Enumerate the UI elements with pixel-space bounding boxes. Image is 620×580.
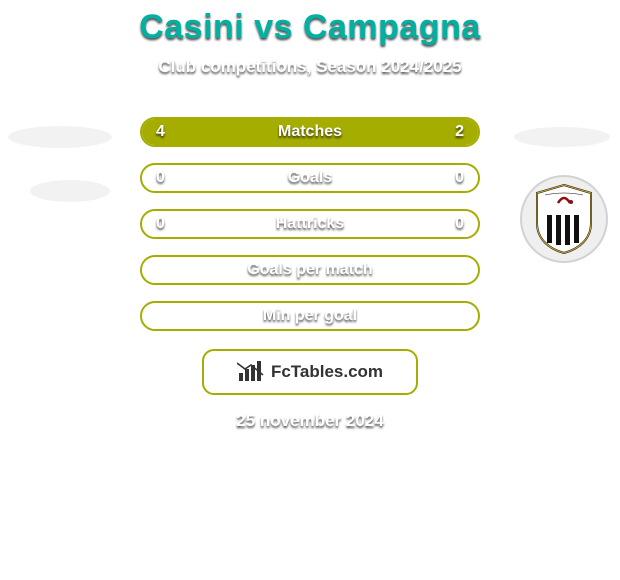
stat-value-left: 4 — [156, 119, 165, 145]
subtitle: Club competitions, Season 2024/2025 — [0, 57, 620, 77]
stat-label: Hattricks — [142, 211, 478, 237]
stat-label: Goals — [142, 165, 478, 191]
page-title: Casini vs Campagna — [0, 8, 620, 47]
bar-chart-icon — [237, 361, 265, 383]
stat-value-right: 0 — [455, 211, 464, 237]
stat-label: Min per goal — [142, 303, 478, 329]
stat-value-right: 0 — [455, 165, 464, 191]
date-label: 25 november 2024 — [0, 411, 620, 431]
stat-row: Goals per match — [140, 255, 480, 285]
comparison-card: Casini vs Campagna Club competitions, Se… — [0, 0, 620, 580]
club-left-placeholder — [30, 180, 110, 202]
stat-row: Min per goal — [140, 301, 480, 331]
shield-icon — [533, 183, 595, 255]
stat-row: Hattricks0 0 — [140, 209, 480, 239]
player-left-placeholder — [8, 126, 112, 148]
watermark[interactable]: FcTables.com — [202, 349, 418, 395]
stat-value-right: 2 — [455, 119, 464, 145]
club-right-crest — [520, 175, 608, 263]
stat-label: Matches — [142, 119, 478, 145]
stat-label: Goals per match — [142, 257, 478, 283]
watermark-text: FcTables.com — [271, 362, 383, 382]
stat-row: Matches4 2 — [140, 117, 480, 147]
stat-row: Goals0 0 — [140, 163, 480, 193]
stat-value-left: 0 — [156, 165, 165, 191]
player-right-placeholder — [514, 127, 610, 147]
stat-value-left: 0 — [156, 211, 165, 237]
